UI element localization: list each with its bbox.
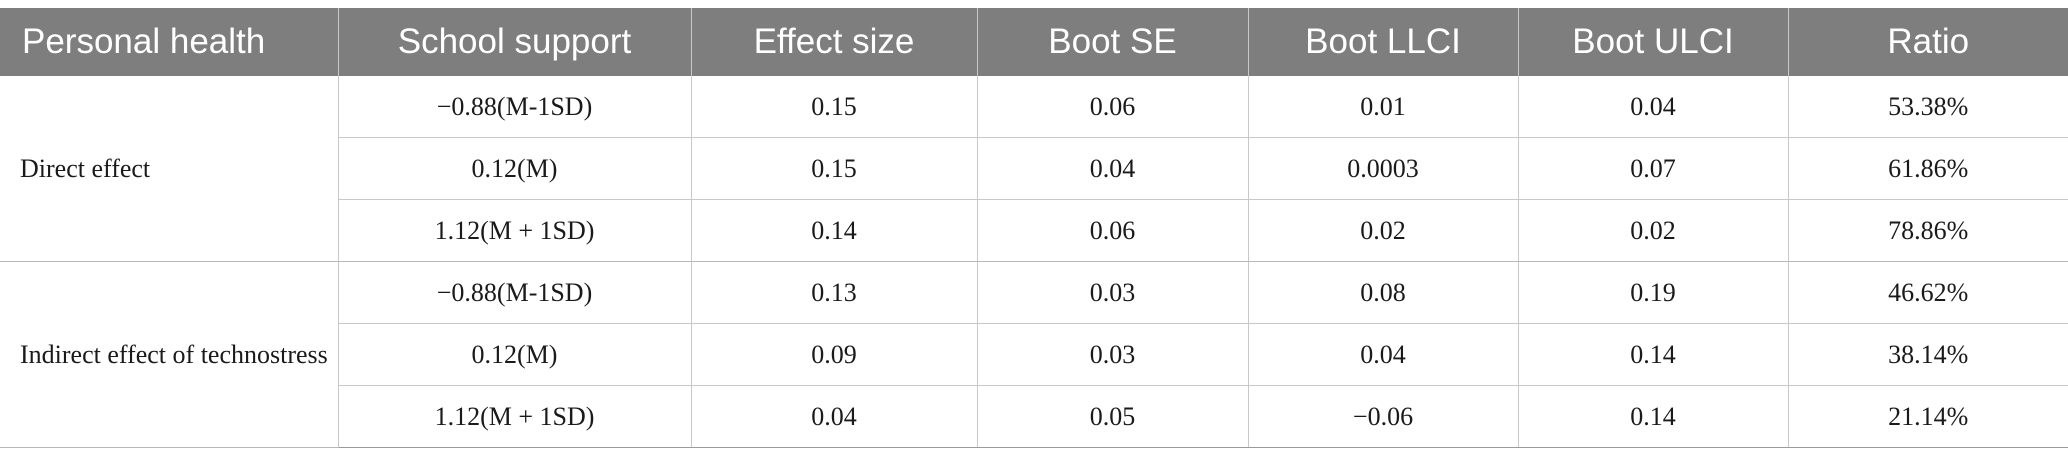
- cell-boot-ulci: 0.19: [1517, 261, 1788, 324]
- table-row: Indirect effect of technostress −0.88(M-…: [0, 261, 2068, 448]
- header-ratio: Ratio: [1787, 8, 2068, 76]
- cell-school-support: 1.12(M + 1SD): [337, 199, 691, 262]
- cell-effect-size: 0.15: [690, 137, 977, 200]
- results-table: Personal health School support Effect si…: [0, 8, 2068, 448]
- cell-boot-se: 0.04: [976, 137, 1248, 200]
- cell-ratio: 38.14%: [1787, 323, 2068, 386]
- cell-boot-llci: 0.02: [1247, 199, 1518, 262]
- cell-boot-se: 0.05: [976, 385, 1248, 448]
- header-school-support: School support: [337, 8, 691, 76]
- cell-effect-size: 0.04: [690, 385, 977, 448]
- cell-boot-ulci: 0.04: [1517, 76, 1788, 138]
- cell-boot-ulci: 0.07: [1517, 137, 1788, 200]
- header-boot-ulci: Boot ULCI: [1517, 8, 1788, 76]
- header-boot-llci: Boot LLCI: [1247, 8, 1518, 76]
- cell-boot-llci: −0.06: [1247, 385, 1518, 448]
- cell-effect-size: 0.15: [690, 76, 977, 138]
- cell-boot-se: 0.06: [976, 76, 1248, 138]
- cell-boot-se: 0.03: [976, 261, 1248, 324]
- cell-ratio: 78.86%: [1787, 199, 2068, 262]
- group-label-indirect-effect: Indirect effect of technostress: [0, 261, 338, 448]
- cell-ratio: 46.62%: [1787, 261, 2068, 324]
- cell-boot-se: 0.06: [976, 199, 1248, 262]
- cell-ratio: 21.14%: [1787, 385, 2068, 448]
- header-boot-se: Boot SE: [976, 8, 1248, 76]
- cell-school-support: −0.88(M-1SD): [337, 76, 691, 138]
- cell-boot-llci: 0.08: [1247, 261, 1518, 324]
- group-label-direct-effect: Direct effect: [0, 76, 338, 262]
- table-header: Personal health School support Effect si…: [0, 8, 2068, 76]
- cell-effect-size: 0.14: [690, 199, 977, 262]
- cell-boot-ulci: 0.14: [1517, 323, 1788, 386]
- cell-boot-llci: 0.0003: [1247, 137, 1518, 200]
- cell-boot-ulci: 0.14: [1517, 385, 1788, 448]
- table-row: 0.12(M) 0.09 0.03 0.04 0.14 38.14%: [0, 323, 2068, 386]
- cell-boot-llci: 0.01: [1247, 76, 1518, 138]
- cell-school-support: 1.12(M + 1SD): [337, 385, 691, 448]
- cell-school-support: 0.12(M): [337, 137, 691, 200]
- cell-effect-size: 0.13: [690, 261, 977, 324]
- cell-school-support: 0.12(M): [337, 323, 691, 386]
- table-row: 1.12(M + 1SD) 0.14 0.06 0.02 0.02 78.86%: [0, 199, 2068, 262]
- header-personal-health: Personal health: [0, 8, 338, 76]
- table-row: 1.12(M + 1SD) 0.04 0.05 −0.06 0.14 21.14…: [0, 385, 2068, 448]
- table-row: Direct effect −0.88(M-1SD) 0.15 0.06 0.0…: [0, 76, 2068, 262]
- cell-boot-ulci: 0.02: [1517, 199, 1788, 262]
- cell-school-support: −0.88(M-1SD): [337, 261, 691, 324]
- header-effect-size: Effect size: [690, 8, 977, 76]
- table-body: Direct effect −0.88(M-1SD) 0.15 0.06 0.0…: [0, 76, 2068, 448]
- cell-boot-llci: 0.04: [1247, 323, 1518, 386]
- cell-effect-size: 0.09: [690, 323, 977, 386]
- table-row: 0.12(M) 0.15 0.04 0.0003 0.07 61.86%: [0, 137, 2068, 200]
- cell-ratio: 61.86%: [1787, 137, 2068, 200]
- cell-ratio: 53.38%: [1787, 76, 2068, 138]
- cell-boot-se: 0.03: [976, 323, 1248, 386]
- header-row: Personal health School support Effect si…: [0, 8, 2068, 76]
